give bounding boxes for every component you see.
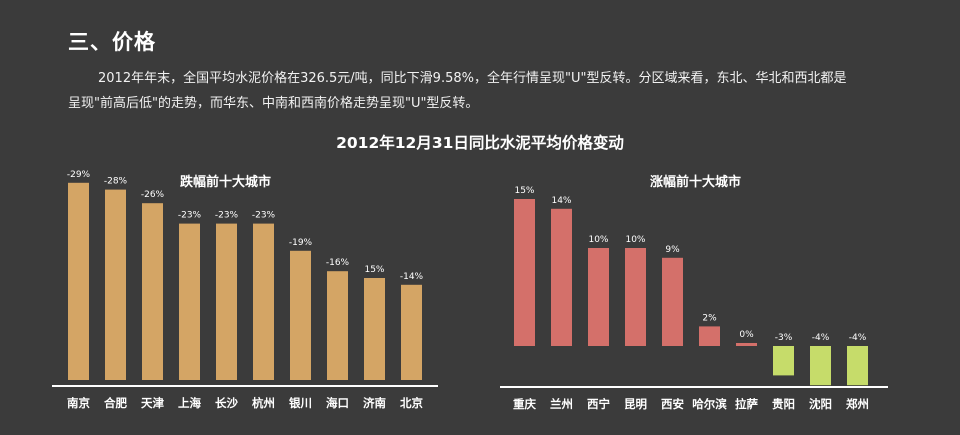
rise-value-label: 9% [665,245,680,255]
rise-bar [514,199,535,346]
chart-title: 2012年12月31日同比水泥平均价格变动 [336,134,624,152]
rise-category-label: 哈尔滨 [692,397,727,411]
rise-value-label: 15% [514,186,534,196]
decline-category-label: 北京 [400,396,423,410]
decline-bar [401,284,422,380]
decline-chart-title: 跌幅前十大城市 [180,175,272,190]
decline-bar [216,223,237,380]
rise-category-label: 贵阳 [772,397,795,411]
rise-bar [551,208,572,346]
decline-value-label: -14% [400,272,424,282]
decline-category-label: 长沙 [215,396,238,410]
decline-bar [290,250,311,380]
rise-value-label: -4% [812,333,830,343]
rise-bar [736,343,757,346]
decline-category-label: 济南 [363,396,386,410]
decline-value-label: 15% [364,265,384,275]
rise-category-label: 西安 [661,397,684,411]
decline-category-label: 杭州 [252,396,275,410]
rise-category-label: 兰州 [550,397,573,411]
decline-bar [179,223,200,380]
decline-category-label: 天津 [141,396,164,410]
rise-category-label: 昆明 [624,397,647,411]
rise-value-label: 0% [739,330,754,340]
decline-bar [142,203,163,380]
decline-value-label: -19% [289,238,313,248]
decline-bar [68,182,89,380]
decline-bar [105,189,126,380]
rise-value-label: -4% [849,333,867,343]
summary-paragraph: 2012年年末，全国平均水泥价格在326.5元/吨，同比下滑9.58%，全年行情… [68,71,847,111]
decline-value-label: -28% [104,177,128,187]
decline-value-label: -23% [252,211,276,221]
rise-category-label: 重庆 [513,397,536,411]
section-title: 三、价格 [68,30,156,54]
rise-value-label: 14% [551,196,571,206]
rise-chart-title: 涨幅前十大城市 [650,175,742,190]
rise-bar [662,257,683,346]
rise-bar [773,346,794,376]
rise-value-label: 2% [702,313,717,323]
decline-value-label: -23% [215,211,239,221]
decline-category-label: 银川 [289,396,312,410]
decline-category-label: 上海 [178,396,201,410]
rise-value-label: 10% [588,235,608,245]
rise-category-label: 沈阳 [809,397,832,411]
rise-bar [625,248,646,346]
rise-bar [588,248,609,346]
rise-bar [810,346,831,386]
rise-value-label: 10% [625,235,645,245]
rise-category-label: 西宁 [587,397,610,411]
rise-value-label: -3% [775,333,793,343]
decline-value-label: -16% [326,258,350,268]
rise-category-label: 拉萨 [735,397,758,411]
decline-bar [327,271,348,380]
decline-category-label: 合肥 [104,396,127,410]
decline-category-label: 海口 [326,396,349,410]
decline-value-label: -29% [67,170,91,180]
decline-bar [253,223,274,380]
rise-bar [847,346,868,386]
decline-value-label: -23% [178,211,202,221]
rise-category-label: 郑州 [846,397,869,411]
rise-bar [699,326,720,346]
decline-bar [364,278,385,380]
decline-value-label: -26% [141,190,165,200]
decline-category-label: 南京 [67,396,90,410]
